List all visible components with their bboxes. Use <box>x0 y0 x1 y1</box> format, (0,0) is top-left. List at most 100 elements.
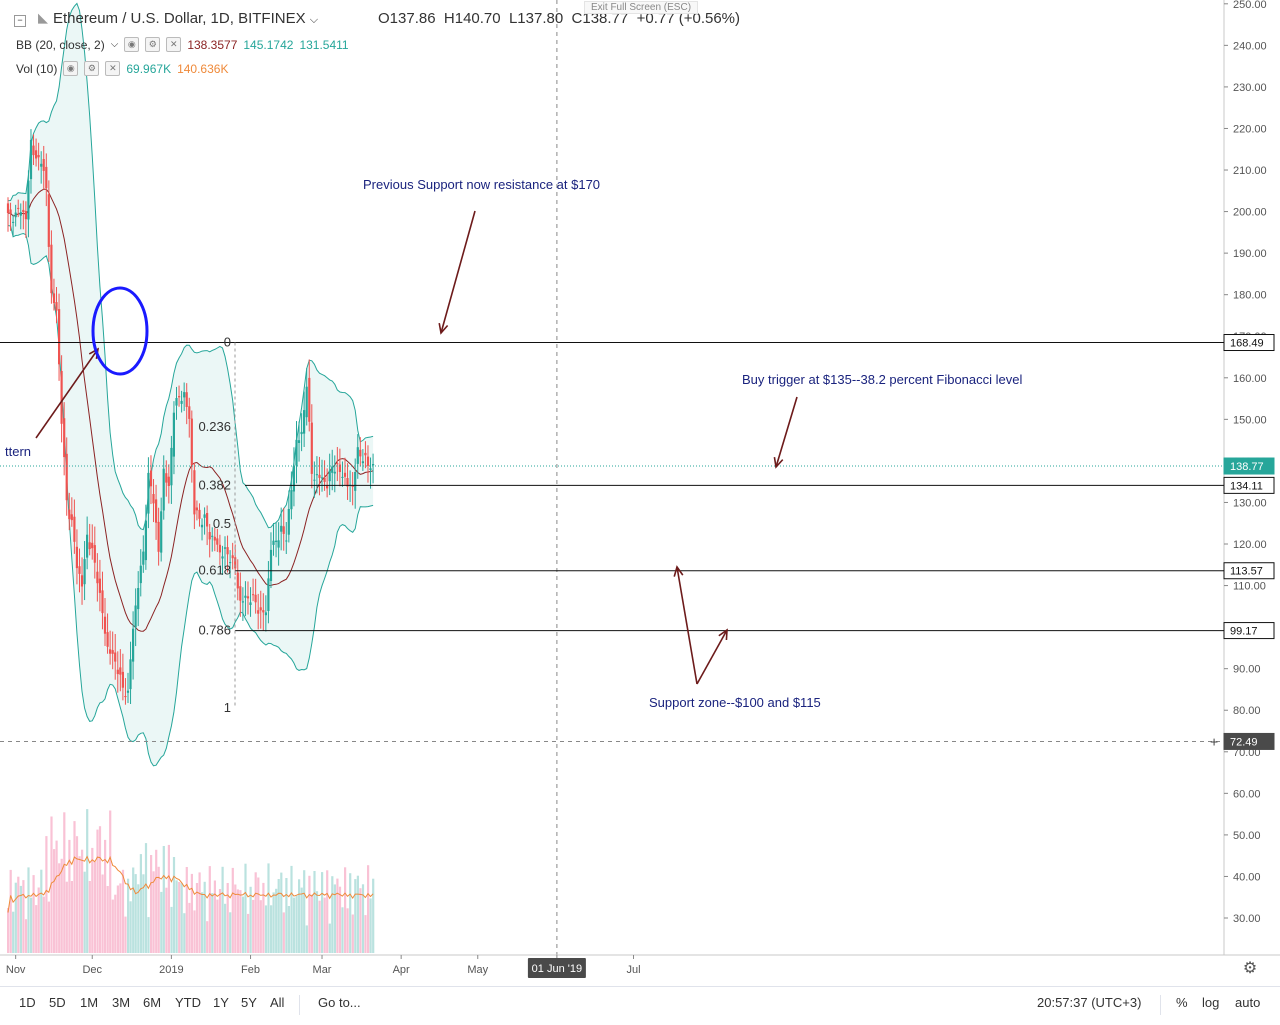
arrow-head <box>773 456 784 469</box>
vol-value: 69.967K <box>126 61 172 76</box>
timeframe-5y[interactable]: 5Y <box>241 995 257 1010</box>
volume-bar <box>264 905 268 953</box>
bb-label: BB (20, close, 2) <box>16 37 105 52</box>
price-tick-label: 110.00 <box>1233 581 1266 593</box>
pattern-circle <box>91 286 149 376</box>
price-tick-label: 200.00 <box>1233 207 1267 219</box>
timeframe-all[interactable]: All <box>270 995 285 1010</box>
candle-body <box>50 244 53 294</box>
candle-body <box>285 540 288 542</box>
candle <box>252 578 255 602</box>
volume-bar <box>298 879 301 953</box>
volume-bar <box>249 886 252 953</box>
vol-ma-value: 140.636K <box>177 61 229 76</box>
close-icon[interactable]: ✕ <box>166 37 182 52</box>
candle <box>9 202 12 231</box>
log-toggle[interactable]: log <box>1202 995 1220 1010</box>
price-tag: 134.11 <box>1223 476 1275 494</box>
volume-bar <box>93 861 96 953</box>
candle-body <box>356 447 359 464</box>
candle-body <box>116 669 119 675</box>
candle-body <box>12 221 15 223</box>
candle <box>295 421 298 484</box>
candle <box>231 542 234 570</box>
volume-bar <box>272 892 275 953</box>
volume-bar <box>328 923 331 953</box>
candle-body <box>190 418 193 465</box>
volume-bar <box>132 867 135 953</box>
symbol-dropdown-icon[interactable]: ⌵ <box>309 14 319 26</box>
candle-body <box>252 594 255 596</box>
volume-bar <box>361 884 365 953</box>
timeframe-1d[interactable]: 1D <box>19 995 36 1010</box>
candle <box>361 449 364 471</box>
toolbar-divider <box>299 995 300 1015</box>
volume-bar <box>315 891 319 953</box>
candle <box>149 455 153 505</box>
volume-bar <box>356 875 359 953</box>
settings-icon[interactable]: ⚙ <box>84 61 100 76</box>
candle <box>218 534 221 565</box>
candle-body <box>249 602 252 605</box>
candle <box>22 200 25 230</box>
candle <box>333 455 336 493</box>
auto-toggle[interactable]: auto <box>1235 995 1261 1010</box>
candle <box>142 535 145 573</box>
volume-bar <box>58 863 61 953</box>
symbol-title[interactable]: Ethereum / U.S. Dollar, 1D, BITFINEX ⌵ <box>53 10 318 27</box>
candle-body <box>75 546 78 569</box>
volume-bar <box>318 900 321 953</box>
candle-body <box>236 572 239 589</box>
timeframe-1y[interactable]: 1Y <box>213 995 229 1010</box>
candle <box>328 453 331 496</box>
volume-bar <box>336 878 339 953</box>
collapse-icon[interactable]: − <box>14 11 26 27</box>
timeframe-5d[interactable]: 5D <box>49 995 66 1010</box>
volume-bar <box>96 829 99 953</box>
candle <box>155 484 158 540</box>
volume-bar <box>287 906 290 953</box>
timeframe-6m[interactable]: 6M <box>143 995 162 1010</box>
candle-body <box>70 514 73 521</box>
volume-bar <box>172 857 176 953</box>
candle <box>134 588 137 647</box>
time-crosshair-label: 01 Jun '19 <box>532 963 582 975</box>
candle-body <box>167 476 170 486</box>
crosshair-plus-icon[interactable]: + <box>1210 733 1218 749</box>
timeframe-3m[interactable]: 3M <box>112 995 131 1010</box>
bb-dropdown-icon[interactable]: ⌵ <box>110 39 119 50</box>
percent-toggle[interactable]: % <box>1176 995 1188 1010</box>
candle <box>290 471 293 520</box>
chart-settings-gear-icon[interactable]: ⚙ <box>1242 960 1258 977</box>
candle-body <box>27 180 30 220</box>
clock-readout[interactable]: 20:57:37 (UTC+3) <box>1037 995 1142 1010</box>
candle-body <box>178 396 181 398</box>
settings-icon[interactable]: ⚙ <box>145 37 161 52</box>
volume-bar <box>165 887 168 953</box>
candle <box>111 631 114 670</box>
vol-legend[interactable]: Vol (10) ◉ ⚙ ✕ 69.967K 140.636K <box>16 61 228 76</box>
volume-bar <box>359 888 362 953</box>
candle <box>206 505 209 546</box>
candle-body <box>290 490 293 510</box>
close-icon[interactable]: ✕ <box>105 61 121 76</box>
volume-bar <box>364 915 367 953</box>
candle-body <box>354 472 357 491</box>
price-tick-label: 60.00 <box>1233 788 1261 800</box>
volume-bar <box>369 898 372 953</box>
timeframe-1m[interactable]: 1M <box>80 995 99 1010</box>
horizontal-lines <box>0 342 1224 742</box>
volume-bar <box>208 866 211 953</box>
volume-bar <box>14 882 17 953</box>
candle-body <box>338 464 341 472</box>
bb-legend[interactable]: BB (20, close, 2) ⌵ ◉ ⚙ ✕ 138.3577 145.1… <box>16 37 349 52</box>
volume-bar <box>333 884 336 953</box>
eye-icon[interactable]: ◉ <box>63 61 79 76</box>
price-chart[interactable]: 0 0.236 0.382 0.5 0.618 0.786 1 30.00 40.00 50.0… <box>0 0 1280 986</box>
goto-button[interactable]: Go to... <box>318 995 361 1010</box>
timeframe-ytd[interactable]: YTD <box>175 995 201 1010</box>
eye-icon[interactable]: ◉ <box>124 37 140 52</box>
fib-level-label: 1 <box>224 700 231 715</box>
candle-body <box>231 555 234 559</box>
candle <box>165 460 168 497</box>
